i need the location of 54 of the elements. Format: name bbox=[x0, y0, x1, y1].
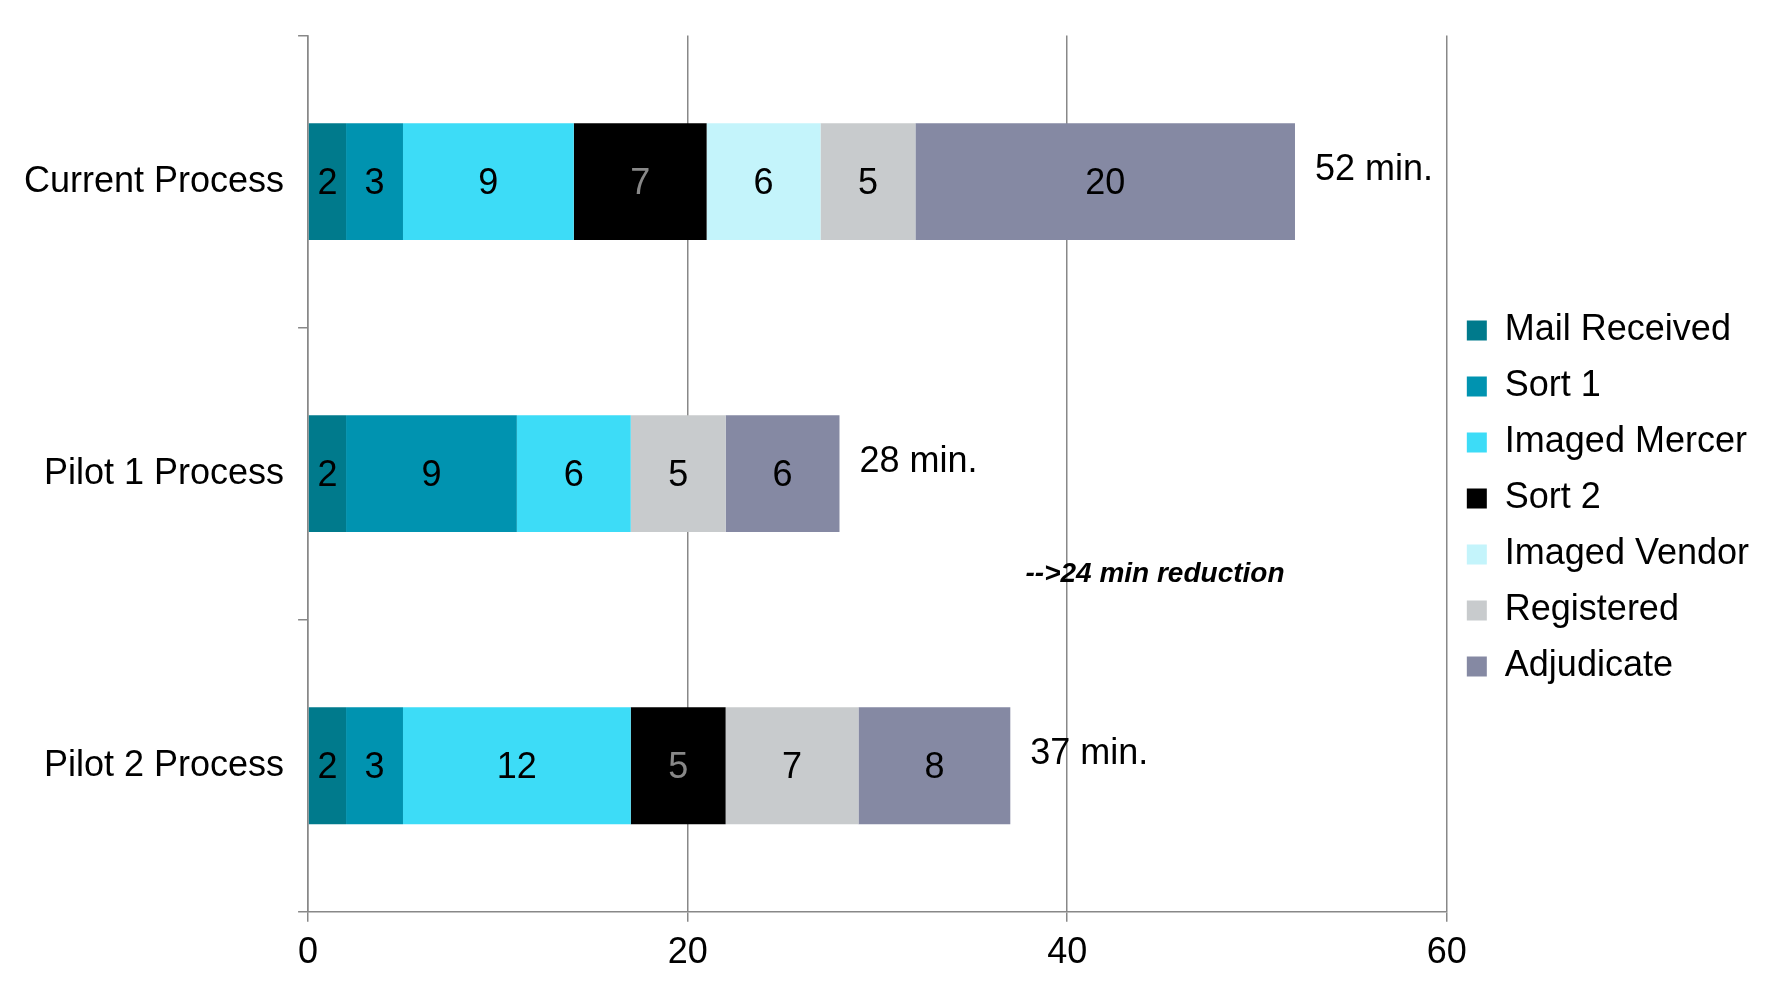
total-label: 28 min. bbox=[859, 438, 978, 480]
x-tick-label: 0 bbox=[298, 930, 319, 972]
bar bbox=[820, 123, 916, 241]
bar bbox=[915, 123, 1295, 241]
bar bbox=[346, 123, 403, 241]
legend-label: Imaged Vendor bbox=[1504, 531, 1750, 573]
data-label: 9 bbox=[478, 160, 499, 202]
legend-label: Adjudicate bbox=[1504, 643, 1673, 685]
data-label: 5 bbox=[668, 452, 689, 494]
bar bbox=[346, 707, 403, 825]
data-label: 5 bbox=[668, 744, 689, 786]
y-tick-label: Current Process bbox=[23, 158, 285, 200]
data-label: 3 bbox=[364, 744, 385, 786]
data-label: 2 bbox=[317, 744, 338, 786]
bar bbox=[346, 415, 517, 533]
data-label: 2 bbox=[317, 160, 338, 202]
data-label: 7 bbox=[782, 744, 803, 786]
x-tick-label: 40 bbox=[1047, 930, 1088, 972]
x-tick-label: 20 bbox=[667, 930, 708, 972]
bar bbox=[858, 707, 1011, 825]
bar bbox=[308, 415, 347, 533]
data-label: 5 bbox=[857, 160, 878, 202]
legend-label: Sort 1 bbox=[1504, 363, 1601, 405]
y-tick-label: Pilot 1 Process bbox=[43, 450, 285, 492]
total-label: 37 min. bbox=[1030, 730, 1149, 772]
legend-label: Mail Received bbox=[1504, 307, 1731, 349]
x-tick-label: 60 bbox=[1426, 930, 1467, 972]
bar bbox=[573, 123, 707, 241]
bar bbox=[725, 415, 840, 533]
data-label: 6 bbox=[753, 160, 774, 202]
data-label: 9 bbox=[421, 452, 442, 494]
data-label: 7 bbox=[630, 160, 651, 202]
bar bbox=[725, 707, 859, 825]
bar bbox=[706, 123, 821, 241]
bar bbox=[402, 123, 574, 241]
data-label: 8 bbox=[924, 744, 945, 786]
legend-label: Imaged Mercer bbox=[1504, 419, 1747, 461]
y-tick-label: Pilot 2 Process bbox=[43, 742, 285, 784]
annotation: -->24 min reduction bbox=[1025, 557, 1285, 589]
bar bbox=[308, 123, 347, 241]
data-label: 6 bbox=[772, 452, 793, 494]
bar bbox=[630, 415, 726, 533]
legend-label: Sort 2 bbox=[1504, 475, 1601, 517]
data-label: 20 bbox=[1085, 160, 1126, 202]
bar bbox=[630, 707, 726, 825]
bar bbox=[308, 707, 347, 825]
data-label: 6 bbox=[563, 452, 584, 494]
data-label: 3 bbox=[364, 160, 385, 202]
data-label: 2 bbox=[317, 452, 338, 494]
total-label: 52 min. bbox=[1314, 146, 1434, 188]
bar bbox=[516, 415, 631, 533]
legend-label: Registered bbox=[1504, 587, 1679, 629]
data-label: 12 bbox=[496, 744, 537, 786]
bar bbox=[402, 707, 631, 825]
